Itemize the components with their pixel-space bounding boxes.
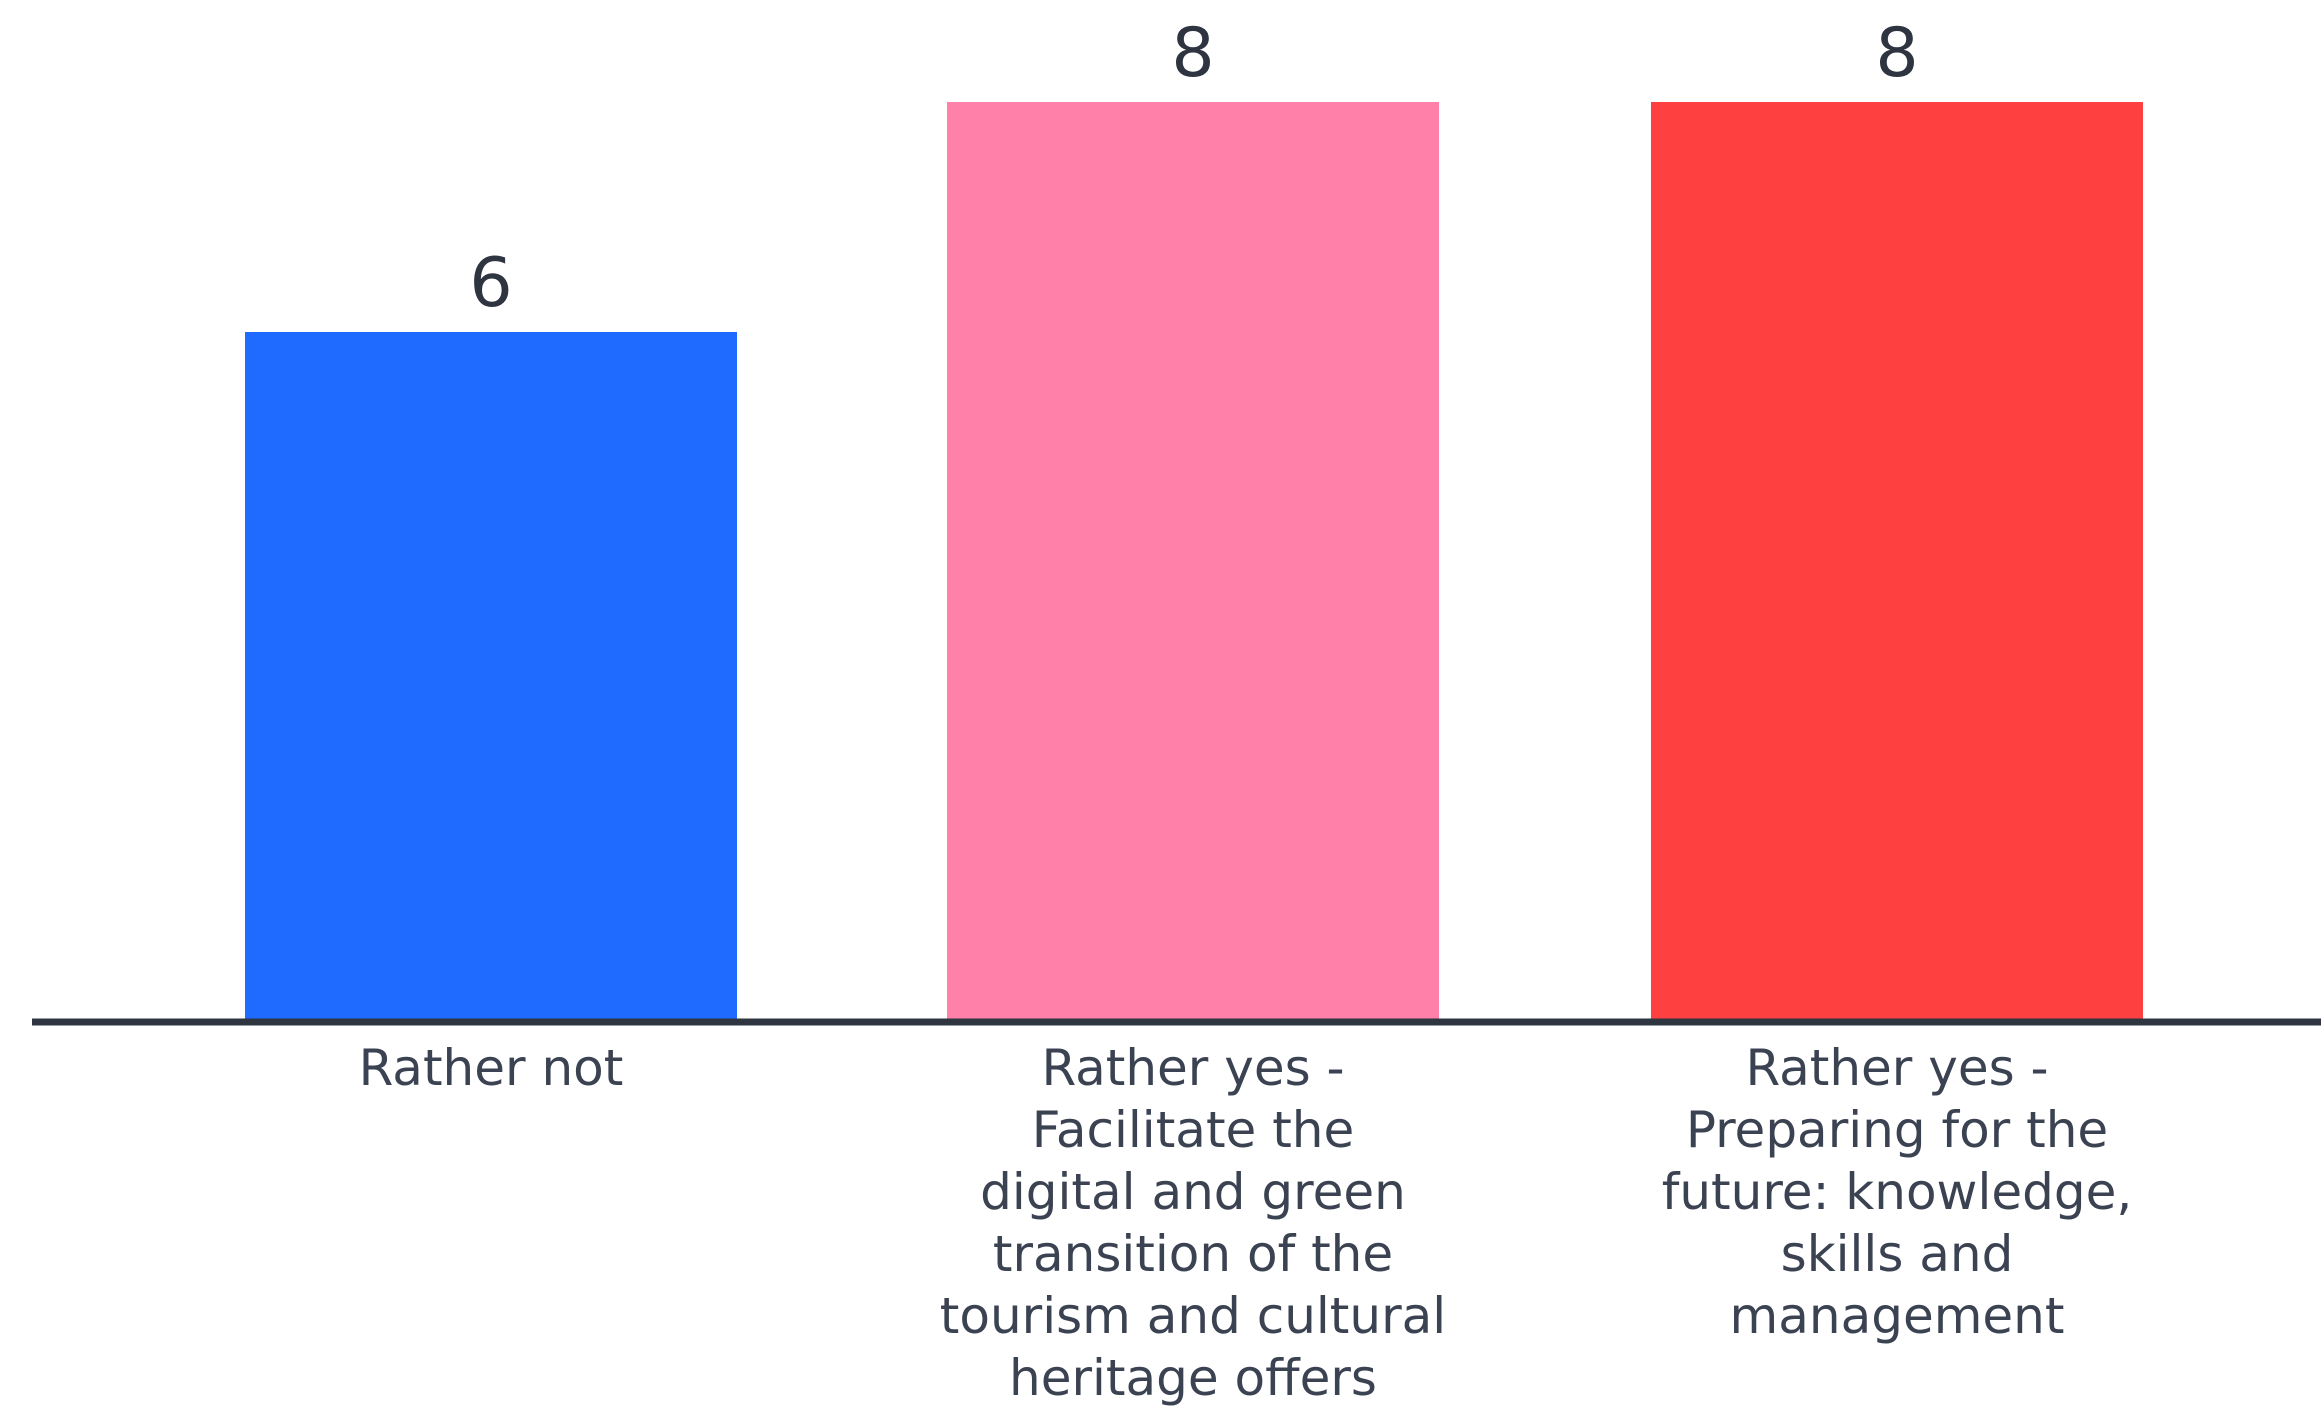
- category-label-line: transition of the: [993, 1225, 1393, 1283]
- category-label-line: Facilitate the: [1032, 1101, 1355, 1159]
- category-labels-group: Rather not Rather yes -Facilitate the digi…: [359, 1039, 2133, 1407]
- category-label-line: Rather not: [359, 1039, 624, 1097]
- bar-value-label-3: 8: [1875, 14, 1918, 93]
- category-label-line: Rather yes -: [1041, 1039, 1344, 1097]
- category-label-line: heritage offers: [1009, 1349, 1377, 1407]
- category-label-line: tourism and cultural: [940, 1287, 1446, 1345]
- category-label-line: digital and green: [980, 1163, 1406, 1221]
- category-label-line: Preparing for the: [1686, 1101, 2108, 1159]
- category-label-line: future: knowledge,: [1662, 1163, 2132, 1221]
- category-label-line: Rather yes -: [1745, 1039, 2048, 1097]
- bar-value-label-2: 8: [1171, 14, 1214, 93]
- bar-3: [1651, 102, 2143, 1022]
- bars-group: [245, 102, 2143, 1022]
- bar-1: [245, 332, 737, 1022]
- category-label-line: skills and: [1781, 1225, 2014, 1283]
- category-label-3: Rather yes -Preparing for the future: kno…: [1662, 1039, 2132, 1345]
- category-label-2: Rather yes -Facilitate the digital and gr…: [940, 1039, 1446, 1407]
- value-labels-group: 6 8 8: [469, 14, 1918, 323]
- category-label-1: Rather not: [359, 1039, 624, 1097]
- bar-value-label-1: 6: [469, 244, 512, 323]
- bar-2: [947, 102, 1439, 1022]
- category-label-line: management: [1730, 1287, 2065, 1345]
